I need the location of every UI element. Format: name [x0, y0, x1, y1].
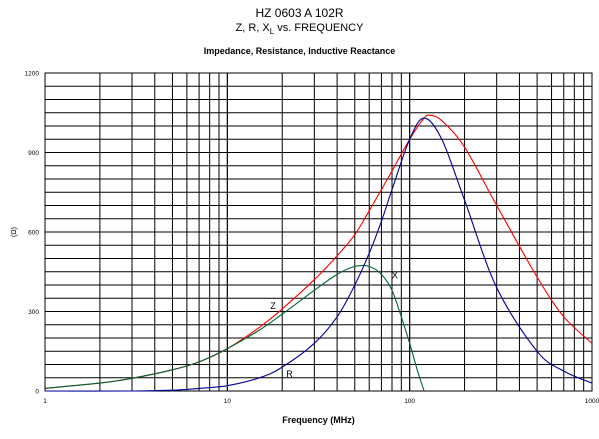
series-line-x — [44, 264, 425, 392]
series-label-r: R — [286, 369, 293, 379]
y-tick-label: 600 — [28, 230, 39, 237]
y-tick-label: 300 — [28, 309, 39, 316]
y-tick-labels: 0 300 600 900 1200 — [25, 71, 40, 396]
series-line-r — [44, 117, 593, 392]
plot-frame — [44, 72, 593, 392]
y-tick-label: 900 — [28, 150, 39, 157]
subtitle-tail: vs. FREQUENCY — [274, 22, 364, 34]
x-tick-label: 1000 — [585, 398, 599, 405]
y-axis-label: (Ω) — [11, 227, 18, 237]
x-tick-labels: 1 10 100 1000 — [43, 398, 599, 405]
x-tick-label: 10 — [224, 398, 232, 405]
chart-title: Impedance, Resistance, Inductive Reactan… — [203, 46, 396, 56]
subtitle-subscript: L — [269, 27, 275, 37]
x-axis-label: Frequency (MHz) — [282, 415, 355, 425]
chart-main-title: HZ 0603 A 102R — [255, 6, 344, 20]
series-line-z — [44, 114, 593, 389]
y-tick-label: 1200 — [25, 71, 40, 78]
series-label-z: Z — [270, 301, 276, 311]
chart-subtitle: Z, R, XL vs. FREQUENCY — [0, 22, 599, 36]
series-labels: Z X R — [270, 271, 398, 380]
series-lines — [44, 114, 593, 392]
subtitle-main: Z, R, X — [235, 22, 270, 34]
y-tick-label: 0 — [35, 389, 39, 396]
grid — [44, 72, 593, 392]
x-tick-label: 100 — [404, 398, 415, 405]
series-label-x: X — [392, 271, 398, 281]
x-tick-label: 1 — [43, 398, 47, 405]
